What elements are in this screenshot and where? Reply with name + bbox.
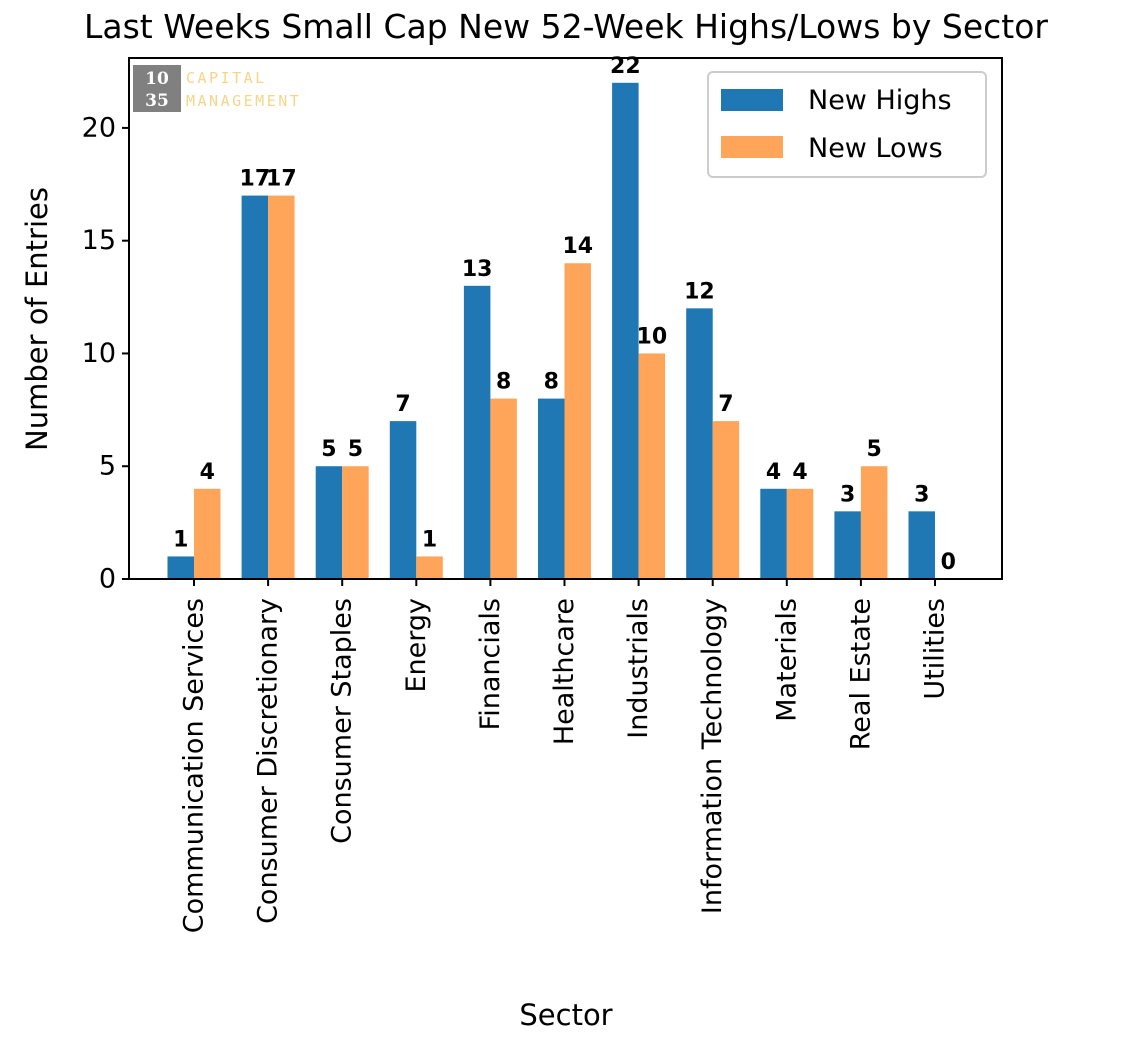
bar-new-lows-materials	[786, 488, 814, 579]
data-label-new-highs-financials: 13	[462, 257, 493, 282]
x-tick-label-consumer-discretionary: Consumer Discretionary	[253, 598, 284, 924]
bar-new-lows-industrials	[638, 353, 666, 579]
logo-line-1: CAPITAL	[186, 69, 267, 87]
data-label-new-lows-real-estate: 5	[866, 437, 881, 462]
legend-swatch-new-lows	[721, 136, 783, 158]
legend-label-new-highs: New Highs	[808, 85, 952, 116]
logo-number-bottom: 35	[145, 91, 169, 111]
bar-new-lows-healthcare	[564, 263, 591, 579]
data-label-new-lows-healthcare: 14	[562, 234, 593, 259]
bar-new-highs-industrials	[612, 82, 639, 580]
logo-line-2: MANAGEMENT	[186, 92, 301, 110]
legend-label-new-lows: New Lows	[808, 133, 943, 164]
bar-new-highs-materials	[760, 488, 787, 579]
bar-new-lows-consumer-discretionary	[268, 195, 295, 580]
data-label-new-highs-information-technology: 12	[684, 279, 715, 304]
plot-frame	[128, 57, 1003, 580]
x-tick-label-industrials: Industrials	[623, 598, 654, 739]
data-label-new-lows-utilities: 0	[941, 550, 956, 575]
x-tick-label-healthcare: Healthcare	[549, 598, 580, 745]
data-label-new-highs-communication-services: 1	[173, 527, 188, 552]
data-label-new-highs-materials: 4	[766, 460, 781, 485]
y-tick-label-5: 5	[99, 451, 116, 482]
data-label-new-lows-information-technology: 7	[718, 392, 733, 417]
y-tick-label-15: 15	[82, 225, 116, 256]
data-label-new-highs-consumer-staples: 5	[321, 437, 336, 462]
bar-new-lows-consumer-staples	[342, 466, 369, 579]
x-tick-label-energy: Energy	[401, 598, 432, 693]
bar-new-highs-utilities	[908, 511, 935, 579]
bar-new-lows-financials	[490, 398, 517, 579]
y-axis-title: Number of Entries	[20, 187, 54, 451]
x-tick-label-real-estate: Real Estate	[845, 598, 876, 750]
legend-swatch-new-highs	[721, 89, 783, 111]
y-axis: 0 5 10 15 20	[82, 112, 129, 595]
watermark-logo: 10 35 CAPITAL MANAGEMENT	[133, 65, 301, 112]
x-tick-label-utilities: Utilities	[920, 598, 951, 700]
bar-new-lows-communication-services	[194, 488, 221, 579]
y-tick-label-20: 20	[82, 112, 116, 143]
bar-new-highs-consumer-discretionary	[241, 195, 269, 580]
data-label-new-lows-materials: 4	[792, 460, 807, 485]
bar-new-highs-information-technology	[686, 308, 713, 579]
data-label-new-lows-communication-services: 4	[200, 460, 215, 485]
data-label-new-highs-energy: 7	[395, 392, 410, 417]
y-tick-label-0: 0	[99, 564, 116, 595]
data-label-new-lows-financials: 8	[496, 370, 511, 395]
bar-new-lows-information-technology	[712, 421, 740, 579]
logo-box	[133, 65, 181, 112]
y-tick-label-10: 10	[82, 338, 116, 369]
bar-new-highs-real-estate	[834, 511, 861, 579]
data-label-new-highs-consumer-discretionary: 17	[240, 167, 271, 192]
bar-new-highs-financials	[463, 285, 491, 579]
data-label-new-lows-consumer-discretionary: 17	[266, 167, 297, 192]
data-label-new-highs-utilities: 3	[914, 482, 929, 507]
x-axis: Communication Services Consumer Discretio…	[179, 579, 951, 933]
legend: New Highs New Lows	[707, 71, 987, 178]
bar-new-highs-consumer-staples	[315, 466, 343, 579]
x-tick-label-communication-services: Communication Services	[179, 598, 210, 933]
data-label-new-highs-real-estate: 3	[840, 482, 855, 507]
bars-group	[167, 82, 935, 580]
x-axis-title: Sector	[519, 998, 612, 1032]
bar-new-highs-communication-services	[167, 556, 194, 579]
x-tick-label-financials: Financials	[475, 598, 506, 730]
logo-number-top: 10	[145, 69, 169, 89]
data-label-new-highs-healthcare: 8	[544, 370, 559, 395]
data-label-new-lows-energy: 1	[422, 527, 437, 552]
x-tick-label-materials: Materials	[771, 598, 802, 722]
bar-new-highs-energy	[389, 421, 417, 579]
x-tick-label-information-technology: Information Technology	[697, 598, 728, 914]
bar-new-lows-energy	[416, 556, 443, 579]
bar-new-lows-real-estate	[860, 466, 888, 579]
chart-title: Last Weeks Small Cap New 52-Week Highs/L…	[84, 7, 1048, 46]
data-label-new-lows-industrials: 10	[637, 324, 668, 349]
data-label-new-lows-consumer-staples: 5	[348, 437, 363, 462]
x-tick-label-consumer-staples: Consumer Staples	[327, 598, 358, 844]
bar-new-highs-healthcare	[538, 398, 565, 579]
